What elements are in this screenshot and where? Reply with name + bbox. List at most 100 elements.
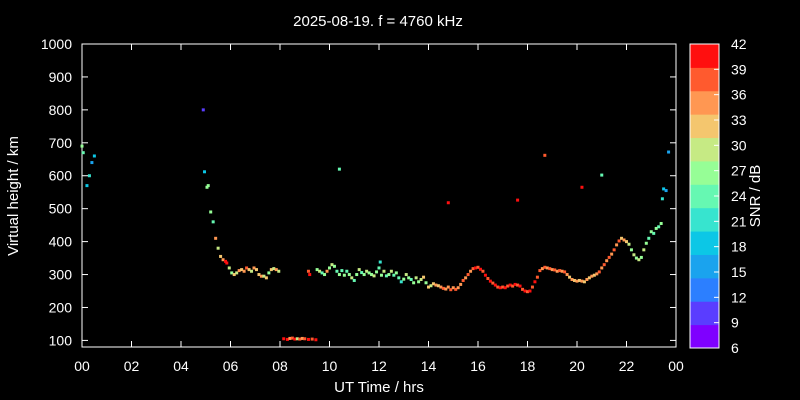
data-point — [620, 236, 624, 240]
data-point — [325, 269, 329, 273]
data-point — [632, 253, 636, 257]
y-tick-label: 200 — [49, 299, 73, 315]
data-point — [558, 269, 562, 273]
data-point — [332, 264, 336, 268]
data-point — [573, 278, 577, 282]
data-point — [347, 273, 351, 277]
chart-title: 2025-08-19. f = 4760 kHz — [293, 13, 463, 30]
data-point — [523, 289, 527, 293]
data-point — [493, 283, 497, 287]
data-point — [521, 287, 525, 291]
data-point — [615, 243, 619, 247]
data-point — [379, 273, 383, 277]
data-point — [365, 269, 369, 273]
data-point — [662, 187, 666, 191]
data-point — [402, 277, 406, 281]
x-tick-label: 10 — [322, 358, 338, 374]
data-point — [660, 197, 664, 201]
data-point — [622, 238, 626, 242]
data-point — [225, 261, 229, 265]
data-point — [602, 263, 606, 267]
y-tick-label: 500 — [49, 201, 73, 217]
colorbar-label: SNR / dB — [747, 165, 764, 228]
data-point — [340, 269, 344, 273]
data-point — [290, 336, 294, 340]
data-point — [456, 286, 460, 290]
data-point — [533, 280, 537, 284]
data-point — [652, 231, 656, 235]
data-point — [367, 271, 371, 275]
data-point — [90, 161, 94, 165]
x-tick-label: 00 — [668, 358, 684, 374]
data-point — [227, 266, 231, 270]
data-point — [285, 337, 289, 341]
data-point — [387, 273, 391, 277]
data-point — [300, 336, 304, 340]
data-point — [259, 274, 263, 278]
x-tick-label: 00 — [74, 358, 90, 374]
data-point — [389, 269, 393, 273]
data-point — [590, 274, 594, 278]
data-point — [516, 283, 520, 287]
data-point — [264, 276, 268, 280]
y-tick-label: 900 — [49, 69, 73, 85]
data-point — [382, 269, 386, 273]
data-point — [657, 225, 661, 229]
data-point — [449, 288, 453, 292]
data-point — [201, 108, 205, 112]
data-point — [87, 174, 91, 178]
data-point — [644, 241, 648, 245]
data-point — [575, 279, 579, 283]
colorbar-band — [690, 301, 719, 326]
colorbar-tick-label: 12 — [731, 289, 747, 305]
data-point — [513, 282, 517, 286]
data-point — [247, 268, 251, 272]
data-point — [627, 242, 631, 246]
data-point — [372, 274, 376, 278]
data-point — [511, 284, 515, 288]
data-point — [404, 273, 408, 277]
data-point — [352, 278, 356, 282]
data-point — [209, 210, 213, 214]
colorbar-tick-label: 42 — [731, 36, 747, 52]
data-point — [503, 286, 507, 290]
data-point — [295, 337, 299, 341]
data-point — [237, 269, 241, 273]
data-point — [272, 267, 276, 271]
data-point — [235, 271, 239, 275]
data-point — [221, 258, 225, 262]
data-point — [397, 276, 401, 280]
data-point — [570, 277, 574, 281]
data-point — [538, 269, 542, 273]
colorbar-band — [690, 114, 719, 139]
data-points — [80, 108, 671, 342]
data-point — [345, 269, 349, 273]
data-point — [310, 337, 314, 341]
data-point — [315, 268, 319, 272]
data-point — [214, 236, 218, 240]
data-point — [545, 266, 549, 270]
data-point — [664, 189, 668, 193]
data-point — [587, 276, 591, 280]
data-point — [565, 273, 569, 277]
data-point — [384, 274, 388, 278]
data-point — [267, 271, 271, 275]
data-point — [496, 285, 500, 289]
data-point — [392, 273, 396, 277]
data-point — [535, 275, 539, 279]
x-tick-label: 02 — [124, 358, 140, 374]
colorbar-tick-label: 24 — [731, 188, 747, 204]
colorbar-band — [690, 184, 719, 209]
data-point — [314, 338, 318, 342]
data-point — [318, 269, 322, 273]
data-point — [478, 267, 482, 271]
data-point — [232, 273, 236, 277]
data-point — [427, 285, 430, 289]
data-point — [481, 269, 485, 273]
data-point — [81, 151, 85, 155]
data-point — [306, 337, 310, 341]
data-point — [254, 268, 258, 272]
data-point — [80, 144, 84, 148]
data-point — [224, 259, 228, 263]
